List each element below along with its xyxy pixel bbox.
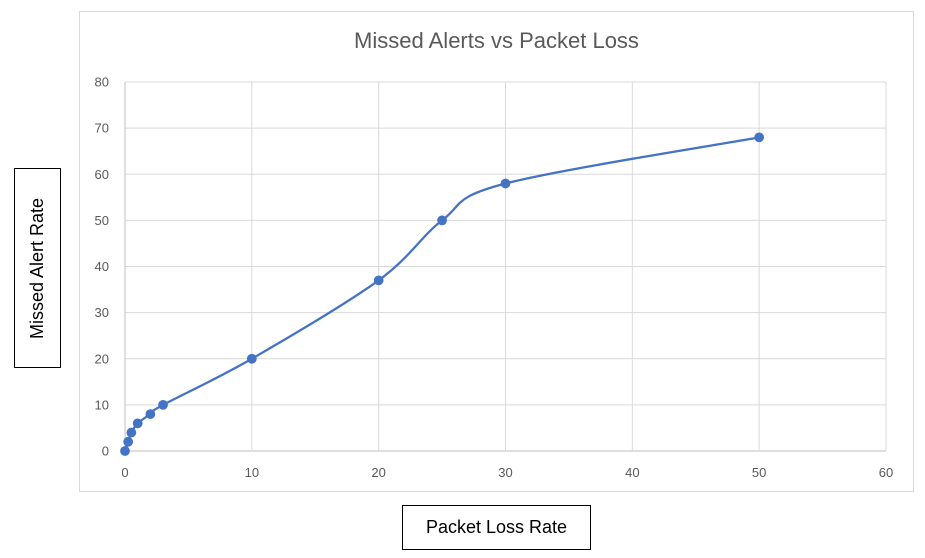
y-tick-label: 50 [95, 213, 109, 228]
data-point [373, 275, 384, 286]
x-tick-label: 0 [121, 465, 128, 480]
data-point [126, 427, 137, 438]
y-tick-label: 60 [95, 167, 109, 182]
data-point [158, 400, 168, 410]
data-point [246, 353, 257, 364]
y-tick-label: 10 [95, 397, 109, 412]
x-tick-label: 10 [245, 465, 259, 480]
y-axis-label: Missed Alert Rate [27, 197, 47, 339]
data-point [500, 178, 511, 189]
x-axis-title: Packet Loss Rate [402, 505, 591, 550]
y-tick-label: 0 [102, 444, 109, 459]
x-tick-label: 60 [879, 465, 893, 480]
y-tick-label: 40 [95, 259, 109, 274]
series-line [123, 136, 761, 453]
plot-area: 0 10 20 30 40 50 60 70 80 0 10 20 30 40 50 60 [95, 75, 894, 481]
x-tick-label: 30 [498, 465, 512, 480]
x-tick-label: 20 [371, 465, 385, 480]
data-point [754, 132, 765, 143]
x-tick-label: 50 [752, 465, 766, 480]
x-axis-label: Packet Loss Rate [425, 517, 568, 537]
x-tick-label: 40 [625, 465, 639, 480]
y-tick-label: 20 [95, 351, 109, 366]
data-point [132, 418, 143, 429]
data-point [123, 436, 134, 447]
y-axis-title: Missed Alert Rate [14, 168, 61, 368]
y-tick-label: 30 [95, 305, 109, 320]
data-point [437, 215, 447, 226]
y-tick-label: 80 [95, 75, 109, 90]
y-tick-label: 70 [95, 121, 109, 136]
chart-area: Missed Alerts vs Packet Loss 0 10 20 30 40 50… [79, 11, 914, 492]
data-point [120, 446, 130, 456]
chart-title: Missed Alerts vs Packet Loss [354, 28, 639, 53]
data-point [145, 409, 156, 419]
